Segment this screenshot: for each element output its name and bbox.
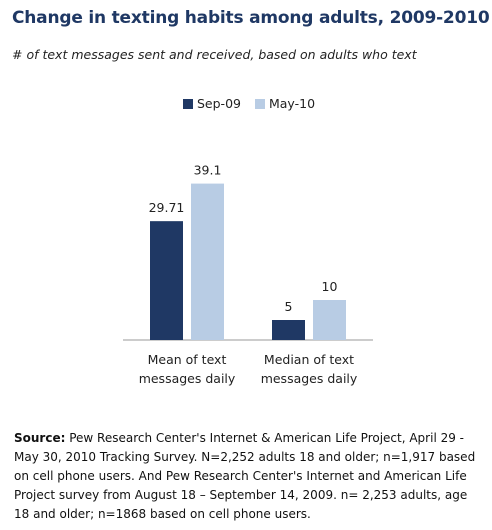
source-text: Pew Research Center's Internet & America… xyxy=(14,431,476,521)
bar-mean-may10 xyxy=(191,183,224,340)
data-label-median-sep09: 5 xyxy=(285,299,293,314)
category-label-mean-line1: Mean of text xyxy=(148,352,227,367)
source-label: Source: xyxy=(14,431,66,445)
category-label-median-line2: messages daily xyxy=(261,371,358,386)
data-label-mean-may10: 39.1 xyxy=(194,163,222,178)
source-note: Source: Pew Research Center's Internet &… xyxy=(14,429,480,524)
chart-title: Change in texting habits among adults, 2… xyxy=(12,8,490,28)
legend-label-sep09: Sep-09 xyxy=(197,96,241,111)
data-label-mean-sep09: 29.71 xyxy=(149,200,185,215)
legend: Sep-09 May-10 xyxy=(183,96,329,111)
legend-item-sep09: Sep-09 xyxy=(183,96,241,111)
category-label-mean-line2: messages daily xyxy=(139,371,236,386)
data-label-median-may10: 10 xyxy=(322,279,338,294)
legend-swatch-sep09 xyxy=(183,98,193,109)
category-label-median-line1: Median of text xyxy=(264,352,354,367)
bar-median-sep09 xyxy=(272,320,305,340)
legend-swatch-may10 xyxy=(254,98,265,109)
legend-item-may10: May-10 xyxy=(254,96,316,111)
legend-label-may10: May-10 xyxy=(268,96,316,111)
bar-chart: 29.71 39.1 Mean of text messages daily 5 10 Me… xyxy=(123,163,373,386)
chart-subtitle: # of text messages sent and received, ba… xyxy=(12,47,417,62)
bar-mean-sep09 xyxy=(150,221,183,340)
bar-median-may10 xyxy=(313,300,346,340)
